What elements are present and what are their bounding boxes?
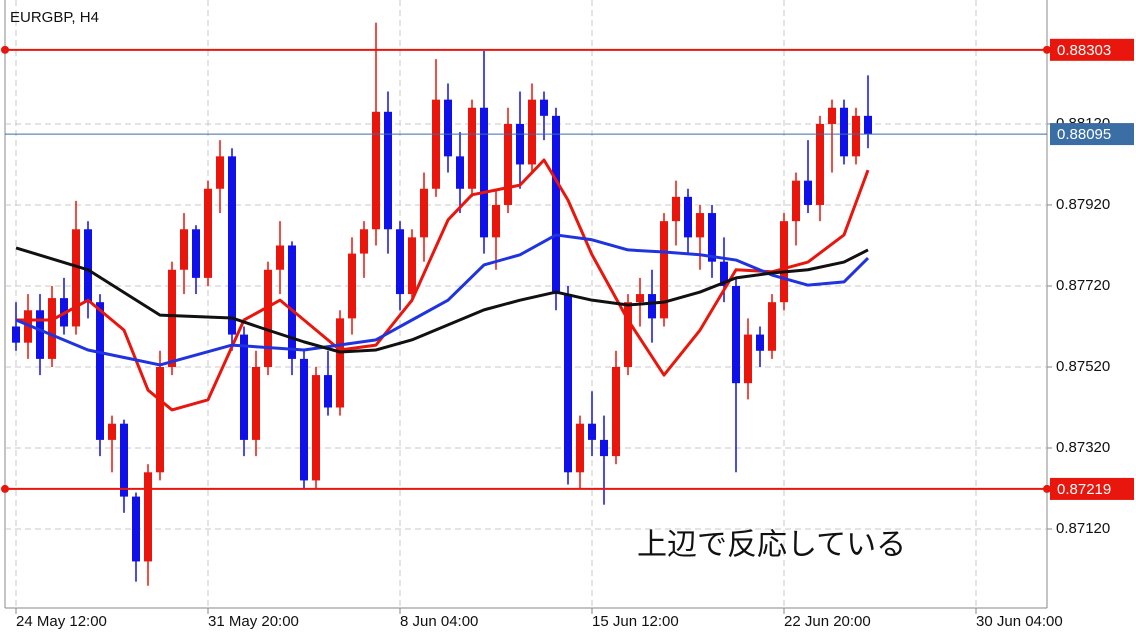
candle-body [720,261,728,286]
y-tick-label: 0.87920 [1056,196,1110,213]
candle-body [864,115,872,135]
candle-body [600,439,608,457]
candle-body [372,111,380,230]
candle-body [852,115,860,157]
candle-body [192,229,200,278]
candle-body [468,107,476,189]
candle-body [396,229,404,295]
x-tick-label: 30 Jun 04:00 [976,613,1063,630]
candle-body [792,180,800,222]
candle-body [288,245,296,359]
price-label: 0.87219 [1057,481,1111,498]
moving-average-line [15,246,869,354]
y-tick-label: 0.87520 [1056,358,1110,375]
y-tick-label: 0.87320 [1056,439,1110,456]
candle-body [132,496,140,562]
candle-body [420,188,428,238]
candle-body [444,99,452,157]
candle-body [624,302,632,367]
y-tick-label: 0.87720 [1056,277,1110,294]
candle-body [456,156,464,189]
candle-body [648,294,656,319]
annotation: 上辺で反応している [637,528,906,563]
candle-body [756,334,764,351]
candle-body [12,326,20,343]
x-tick-label: 8 Jun 04:00 [400,613,478,630]
candle-body [840,107,848,157]
chart-title: EURGBP, H4 [10,9,99,26]
candle-body [264,269,272,367]
x-tick-label: 22 Jun 20:00 [784,613,871,630]
level-handle [1043,45,1051,54]
candle-body [576,423,584,473]
candle-body [672,196,680,222]
candle-body [552,115,560,295]
candle-body [768,302,776,351]
candle-body [408,237,416,295]
candle-body [480,107,488,238]
candle-body [156,366,164,473]
price-label: 0.88095 [1057,126,1111,143]
y-tick-label: 0.87120 [1056,520,1110,537]
candle-body [96,302,104,440]
candle-body [744,334,752,384]
candle-body [516,123,524,165]
price-label-box [1050,123,1134,146]
price-label: 0.88303 [1057,42,1111,59]
candle-body [504,123,512,205]
candle-body [684,196,692,238]
candle-body [108,423,116,440]
candle-body [360,229,368,254]
candle-body [708,213,716,262]
candle-body [72,229,80,327]
candle-body [492,204,500,238]
candle-body [588,423,596,440]
level-handle [1,484,9,493]
candle-body [384,111,392,230]
candle-body [660,221,668,319]
candle-body [168,269,176,367]
candle-body [540,99,548,116]
candle-body [300,358,308,481]
candle-body [252,366,260,440]
x-tick-label: 15 Jun 12:00 [592,613,679,630]
level-handle [1,45,9,54]
candle-body [816,123,824,205]
candle-body [120,423,128,497]
candle-body [48,298,56,359]
candle-body [312,375,320,481]
candle-body [636,294,644,303]
candle-body [432,99,440,189]
candle-body [240,334,248,440]
candle-body [228,156,236,335]
candle-body [612,366,620,457]
candle-body [696,213,704,238]
price-label-box [1050,38,1134,61]
level-handle [1043,484,1051,493]
candle-body [828,107,836,124]
candle-body [780,221,788,303]
candle-body [276,245,284,270]
candle-body [324,375,332,408]
x-tick-label: 31 May 20:00 [208,613,299,630]
moving-average-line [16,158,870,412]
candle-body [348,253,356,319]
candle-body [204,188,212,278]
price-label-box [1050,477,1134,500]
candle-body [84,229,92,303]
candle-body [36,310,44,359]
candle-body [732,285,740,384]
candle-body [804,180,812,205]
candle-body [144,472,152,562]
candle-body [564,294,572,473]
x-tick-label: 24 May 12:00 [16,613,107,630]
candle-body [180,229,188,270]
candle-body [528,99,536,165]
candle-body [336,318,344,408]
candle-body [216,156,224,189]
